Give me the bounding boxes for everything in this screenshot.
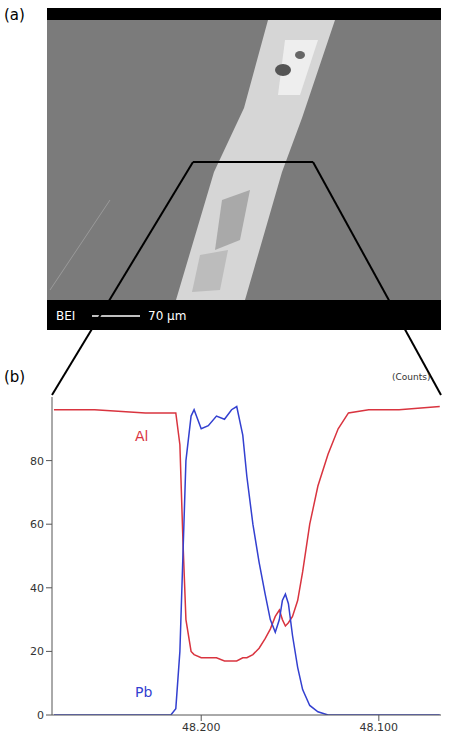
svg-text:60: 60: [30, 518, 44, 531]
svg-text:40: 40: [30, 582, 44, 595]
svg-text:48.100: 48.100: [360, 721, 399, 734]
svg-text:70 μm: 70 μm: [148, 309, 186, 323]
svg-text:48.200: 48.200: [182, 721, 221, 734]
svg-text:20: 20: [30, 645, 44, 658]
html-text:(b): (b): [4, 368, 26, 386]
html-text:Pb: Pb: [135, 684, 153, 700]
svg-text:(a): (a): [4, 6, 25, 24]
html-text:Al: Al: [135, 428, 149, 444]
svg-text:BEI: BEI: [56, 309, 75, 323]
svg-text:80: 80: [30, 455, 44, 468]
html-text:(Counts): (Counts): [392, 372, 431, 382]
svg-text:0: 0: [37, 709, 44, 722]
